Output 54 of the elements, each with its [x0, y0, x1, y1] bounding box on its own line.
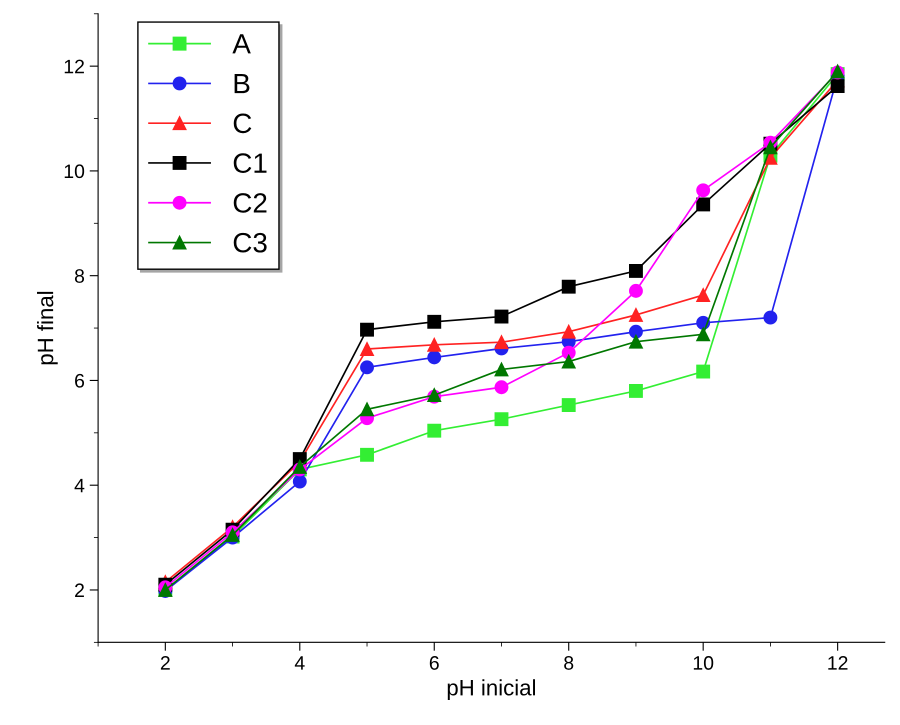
point	[360, 448, 374, 462]
point	[360, 342, 374, 356]
point	[292, 460, 307, 474]
point	[830, 79, 845, 94]
legend-label: B	[234, 74, 250, 94]
point	[494, 362, 508, 376]
x-tick-label: 10	[694, 656, 714, 670]
point	[562, 280, 576, 294]
legend-label: C2	[234, 193, 266, 213]
point	[562, 354, 576, 369]
point	[629, 308, 643, 322]
point	[360, 402, 374, 416]
x-axis-title: pH inicial	[448, 679, 535, 700]
y-tick-label: 10	[64, 164, 84, 178]
point	[494, 412, 508, 426]
point	[494, 335, 508, 350]
point	[629, 334, 643, 349]
point	[763, 310, 778, 325]
point	[763, 140, 778, 154]
point	[629, 384, 643, 398]
legend-label: C3	[234, 232, 267, 253]
point	[427, 314, 442, 329]
point	[562, 398, 576, 412]
x-tick-label: 4	[294, 656, 305, 670]
point	[494, 380, 508, 394]
y-tick-label: 8	[74, 269, 84, 283]
point	[427, 338, 442, 352]
y-tick-label: 6	[75, 374, 84, 388]
point	[360, 360, 374, 374]
point	[427, 424, 442, 438]
point	[696, 288, 710, 302]
x-tick-label: 6	[430, 656, 439, 670]
y-axis-title: pH final	[37, 292, 58, 364]
point	[696, 364, 710, 378]
point	[494, 310, 508, 324]
point	[427, 350, 442, 364]
legend-label: C	[234, 114, 252, 134]
point	[696, 198, 710, 212]
point	[360, 322, 374, 337]
y-tick-label: 12	[64, 60, 84, 74]
legend-label: C1	[234, 153, 266, 173]
legend-label: A	[232, 34, 251, 54]
point	[696, 327, 710, 342]
x-tick-label: 12	[828, 656, 848, 670]
point	[629, 284, 643, 298]
point	[629, 324, 643, 339]
x-tick-label: 2	[160, 656, 170, 670]
x-tick-label: 8	[564, 656, 574, 670]
point	[696, 183, 710, 198]
y-tick-label: 4	[74, 478, 84, 492]
point	[292, 474, 307, 488]
point	[562, 324, 576, 339]
y-tick-label: 2	[75, 583, 84, 598]
point	[629, 264, 643, 278]
